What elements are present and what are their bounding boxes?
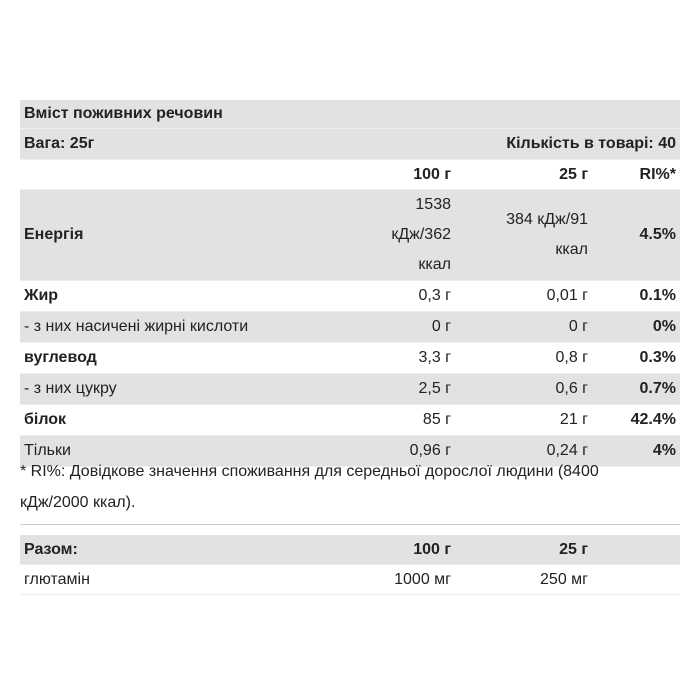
- nutrient-label: Жир: [20, 280, 305, 312]
- col: RI%*: [592, 159, 680, 190]
- ri-value: 0.3%: [592, 342, 680, 374]
- nutrient-label: вуглевод: [20, 342, 305, 374]
- value: 0,24 г: [455, 435, 592, 467]
- value-text: 85 г: [422, 411, 451, 428]
- value: 0,8 г: [455, 342, 592, 374]
- summary-row: глютамін 1000 мг 250 мг: [20, 564, 680, 595]
- value: 3,3 г: [305, 342, 455, 374]
- nutrient-label: Енергія: [20, 189, 305, 281]
- value: 85 г: [305, 404, 455, 436]
- column-header: 100 г 25 г RI%*: [20, 159, 680, 190]
- ri-value: 4.5%: [592, 189, 680, 281]
- value: 0,3 г: [305, 280, 455, 312]
- nutrient-row: вуглевод 3,3 г 0,8 г 0.3%: [20, 342, 680, 374]
- value-text: 0,96 г: [409, 442, 451, 459]
- value-text: 2,5 г: [418, 380, 451, 397]
- value-text: 0,6 г: [555, 380, 588, 397]
- value: 0,01 г: [455, 280, 592, 312]
- count: Кількість в товарі: 40: [305, 128, 680, 160]
- value-text: 384 кДж/91 ккал: [506, 211, 588, 258]
- ri-value: 0.1%: [592, 280, 680, 312]
- value: 1538 кДж/362 ккал: [305, 189, 455, 281]
- value: 250 мг: [455, 564, 592, 595]
- summary-table: Разом: 100 г 25 г глютамін 1000 мг 250 мг: [20, 535, 680, 595]
- ri-value: 0.7%: [592, 373, 680, 405]
- nutrient-row: Тільки 0,96 г 0,24 г 4%: [20, 435, 680, 467]
- nutrient-row: - з них цукру 2,5 г 0,6 г 0.7%: [20, 373, 680, 405]
- nutrition-table: Вміст поживних речовин Вага: 25г Кількіст…: [20, 100, 680, 467]
- value-text: 0,01 г: [546, 287, 588, 304]
- blank: [592, 564, 680, 595]
- value-text: 0 г: [431, 318, 451, 335]
- ri-value: 4%: [592, 435, 680, 467]
- weight: Вага: 25г: [20, 128, 305, 160]
- col: 100 г: [305, 159, 455, 190]
- nutrient-label: - з них цукру: [20, 373, 305, 405]
- col: Разом:: [20, 535, 305, 565]
- separator: [20, 524, 680, 525]
- ri-value: 0%: [592, 311, 680, 343]
- title: Вміст поживних речовин: [20, 100, 680, 129]
- col: 25 г: [455, 535, 592, 565]
- nutrient-label: білок: [20, 404, 305, 436]
- nutrient-label: - з них насичені жирні кислоти: [20, 311, 305, 343]
- ri-value: 42.4%: [592, 404, 680, 436]
- nutrient-row: Жир 0,3 г 0,01 г 0.1%: [20, 280, 680, 312]
- value-text: 0,8 г: [555, 349, 588, 366]
- footnote: * RI%: Довідкове значення споживання для…: [20, 463, 599, 511]
- value: 0 г: [305, 311, 455, 343]
- nutrient-row: білок 85 г 21 г 42.4%: [20, 404, 680, 436]
- col: 25 г: [455, 159, 592, 190]
- value: 0 г: [455, 311, 592, 343]
- value: 21 г: [455, 404, 592, 436]
- value-text: 0,3 г: [418, 287, 451, 304]
- value: 384 кДж/91 ккал: [455, 189, 592, 281]
- value: 2,5 г: [305, 373, 455, 405]
- weight-row: Вага: 25г Кількість в товарі: 40: [20, 128, 680, 160]
- value: 1000 мг: [305, 564, 455, 595]
- summary-header: Разом: 100 г 25 г: [20, 535, 680, 565]
- summary-label: глютамін: [20, 564, 305, 595]
- value-text: 0 г: [568, 318, 588, 335]
- value-text: 21 г: [559, 411, 588, 428]
- col: 100 г: [305, 535, 455, 565]
- value: 0,96 г: [305, 435, 455, 467]
- nutrient-row: Енергія 1538 кДж/362 ккал 384 кДж/91 ккал 4…: [20, 189, 680, 281]
- value-text: 1538 кДж/362 ккал: [391, 196, 451, 273]
- nutrient-label: Тільки: [20, 435, 305, 467]
- value: 0,6 г: [455, 373, 592, 405]
- value-text: 0,24 г: [546, 442, 588, 459]
- value-text: 3,3 г: [418, 349, 451, 366]
- title-row: Вміст поживних речовин: [20, 100, 680, 129]
